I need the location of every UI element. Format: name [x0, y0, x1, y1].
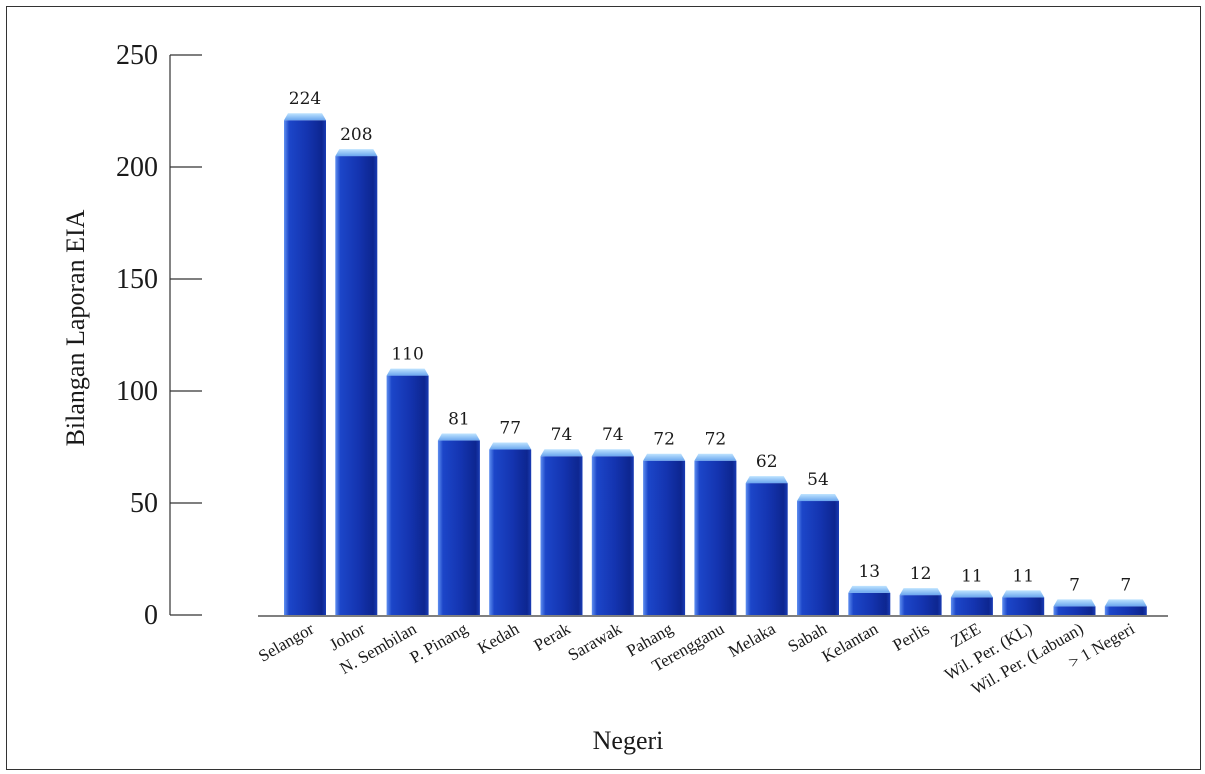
data-label: 7	[1120, 575, 1131, 595]
y-tick-label: 250	[116, 40, 158, 71]
bar	[437, 440, 480, 615]
data-label: 77	[499, 419, 521, 439]
bar-cap	[694, 453, 737, 461]
bar-cap	[284, 113, 326, 121]
x-tick-label: Kelantan	[819, 619, 882, 666]
bar-cap	[643, 453, 686, 461]
x-tick-label: Perlis	[890, 619, 933, 655]
bar	[899, 595, 942, 615]
y-tick-label: 50	[130, 488, 158, 519]
bar-cap	[335, 149, 378, 157]
bar-cap	[591, 449, 634, 457]
x-tick-label: Melaka	[725, 619, 779, 661]
bar	[386, 375, 429, 615]
x-tick-label: Sarawak	[565, 619, 626, 665]
y-axis: 0 50 100 150 200 250	[116, 40, 202, 631]
bar-cap	[1053, 599, 1096, 607]
data-label: 81	[448, 410, 470, 430]
chart-frame	[6, 6, 1201, 770]
bar	[950, 597, 993, 615]
bar	[1002, 597, 1045, 615]
bar	[591, 456, 634, 615]
data-label: 7	[1069, 575, 1080, 595]
bar-cap	[950, 590, 993, 598]
bar-cap	[745, 476, 788, 484]
y-tick-label: 100	[116, 376, 158, 407]
y-tick-label: 0	[144, 600, 158, 631]
data-label: 74	[602, 425, 624, 445]
bar-cap	[489, 442, 532, 450]
bar-cap	[1002, 590, 1045, 598]
data-label: 62	[756, 452, 778, 472]
data-label: 12	[910, 564, 932, 584]
data-label: 74	[551, 425, 573, 445]
x-tick-label: Kedah	[474, 619, 522, 658]
bar	[540, 456, 583, 615]
bar-cap	[437, 433, 480, 441]
bar-cap	[899, 588, 942, 596]
data-label: 72	[653, 430, 675, 450]
x-tick-label: P. Pinang	[407, 619, 472, 667]
y-tick-label: 200	[116, 152, 158, 183]
bar	[848, 592, 891, 615]
data-label: 72	[705, 430, 727, 450]
data-label: 13	[858, 562, 880, 582]
bar	[1104, 606, 1147, 615]
bar	[797, 501, 839, 615]
bar	[335, 156, 378, 615]
data-label: 110	[391, 345, 423, 365]
bar	[1053, 606, 1096, 615]
bar	[643, 460, 686, 615]
data-label: 224	[289, 89, 321, 109]
x-axis-title: Negeri	[593, 726, 664, 755]
y-tick-label: 150	[116, 264, 158, 295]
bar	[284, 120, 326, 616]
bar-cap	[848, 585, 891, 593]
data-label: 11	[961, 566, 983, 586]
bar	[489, 449, 532, 615]
data-label: 11	[1012, 566, 1034, 586]
bar-cap	[386, 368, 429, 376]
bar	[745, 483, 788, 615]
bar	[694, 460, 737, 615]
data-label: 54	[807, 470, 829, 490]
data-label: 208	[340, 125, 372, 145]
y-axis-title: Bilangan Laporan EIA	[61, 209, 90, 446]
x-tick-label: Selangor	[255, 619, 317, 666]
bar-cap	[797, 494, 839, 502]
bar-cap	[1104, 599, 1147, 607]
bar-cap	[540, 449, 583, 457]
